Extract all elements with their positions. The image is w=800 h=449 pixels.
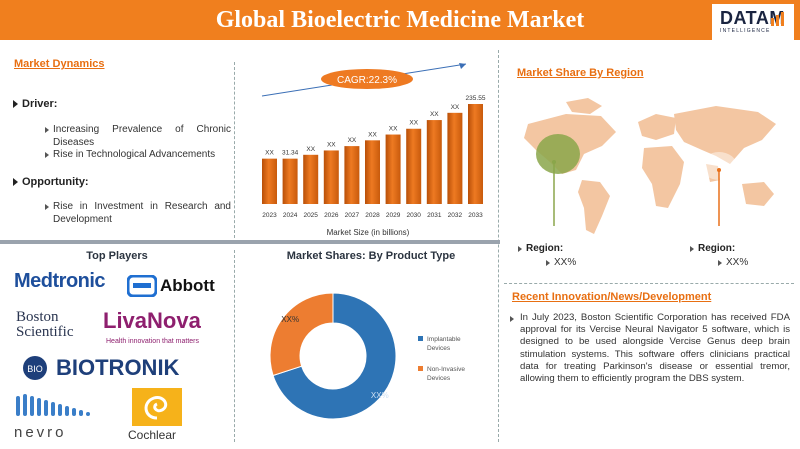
bar [262, 158, 277, 204]
divider [234, 62, 235, 238]
bar-data-label: XX [451, 104, 460, 111]
players-title: Top Players [86, 250, 148, 262]
nevro-logo: nevro [14, 424, 67, 441]
biotronik-logo: BIOTRONIK [56, 355, 180, 380]
driver-item: Rise in Technological Advancements [53, 149, 216, 160]
world-map [524, 98, 776, 234]
bar [323, 150, 339, 204]
legend-label: Implantable [427, 336, 461, 343]
medtronic-logo: Medtronic [14, 270, 106, 292]
bar-data-label: 235.55 [466, 95, 486, 102]
logo-bars-icon [771, 12, 784, 26]
cochlear-logo: Cochlear [128, 428, 177, 442]
driver-item: Increasing Prevalence of Chronic Disease… [53, 124, 231, 148]
x-axis-label: Market Size (in billions) [327, 228, 410, 237]
legend-label: Devices [427, 345, 451, 352]
bullet-icon [13, 178, 18, 186]
x-tick-label: 2023 [262, 212, 277, 219]
dynamics-title: Market Dynamics [14, 58, 105, 70]
divider [504, 283, 794, 284]
x-tick-label: 2026 [324, 212, 339, 219]
x-tick-label: 2027 [345, 212, 360, 219]
bullet-icon [690, 246, 694, 252]
bar-data-label: XX [368, 131, 377, 138]
x-tick-label: 2030 [406, 212, 421, 219]
x-tick-label: 2025 [303, 212, 318, 219]
region-left-label: Region: [526, 243, 564, 254]
svg-text:BIO: BIO [27, 364, 43, 374]
bullet-icon [45, 127, 49, 133]
legend-swatch [418, 366, 423, 371]
bullet-icon [510, 316, 514, 322]
donut-title: Market Shares: By Product Type [286, 250, 456, 262]
abbott-icon [127, 275, 157, 297]
region-right-value: XX% [726, 257, 749, 268]
opportunity-item: Rise in Investment in Research and Devel… [53, 201, 231, 225]
bar [385, 134, 401, 204]
logo-subtext: INTELLIGENCE [720, 28, 771, 34]
x-tick-label: 2029 [386, 212, 401, 219]
livanova-logo: LivaNova [103, 308, 201, 333]
market-size-bar-chart: CAGR:22.3% XX 2023 31.34 2024 XX 2025 XX 2026 XX… [261, 63, 486, 237]
driver-label: Driver: [22, 98, 58, 110]
bullet-icon [546, 260, 550, 266]
bar-data-label: XX [389, 126, 398, 133]
bar-data-label: XX [306, 146, 315, 153]
logo: DATAM INTELLIGENCE [712, 4, 794, 40]
section-band [0, 240, 500, 244]
x-tick-label: 2031 [427, 212, 442, 219]
bullet-icon [45, 204, 49, 210]
bar [447, 112, 463, 204]
bar [344, 146, 360, 204]
divider [234, 250, 235, 442]
bar-data-label: XX [265, 150, 274, 157]
news-title: Recent Innovation/News/Development [512, 291, 712, 303]
bar [406, 128, 422, 204]
news-text: In July 2023, Boston Scientific Corporat… [520, 312, 790, 385]
bar-data-label: XX [409, 120, 418, 127]
x-tick-label: 2024 [283, 212, 298, 219]
nevro-icon [16, 394, 90, 416]
donut-slice [269, 292, 334, 377]
bullet-icon [13, 100, 18, 108]
slice-data-label: XX% [371, 391, 389, 400]
product-type-donut-chart: XX% XX% Implantable Devices Non-Invasive Dev… [269, 292, 465, 420]
donut-slice [272, 292, 397, 420]
bar [468, 104, 483, 204]
page-title: Global Bioelectric Medicine Market [215, 7, 585, 33]
bullet-icon [45, 152, 49, 158]
header-bar [0, 0, 800, 40]
livanova-tagline: Health innovation that matters [106, 338, 199, 345]
region-left-value: XX% [554, 257, 577, 268]
legend-label: Non-Invasive [427, 366, 465, 373]
abbott-logo: Abbott [160, 276, 215, 295]
bar-data-label: XX [348, 137, 357, 144]
bar-data-label: XX [327, 141, 336, 148]
x-tick-label: 2028 [365, 212, 380, 219]
divider [498, 50, 499, 442]
legend-label: Devices [427, 375, 451, 382]
bar [303, 154, 319, 204]
boston-scientific-logo: Boston Scientific [16, 309, 74, 340]
bar [282, 158, 298, 204]
bullet-icon [518, 246, 522, 252]
opportunity-label: Opportunity: [22, 176, 89, 188]
bar-data-label: XX [430, 111, 439, 118]
slice-data-label: XX% [281, 315, 299, 324]
bar-data-label: 31.34 [282, 150, 299, 157]
cochlear-icon [132, 388, 182, 426]
logo-text: DATAM [720, 8, 785, 28]
legend-swatch [418, 336, 423, 341]
region-title: Market Share By Region [517, 67, 644, 79]
bullet-icon [718, 260, 722, 266]
biotronik-icon: BIO [23, 356, 47, 380]
region-right-label: Region: [698, 243, 736, 254]
x-tick-label: 2032 [448, 212, 463, 219]
bar [365, 140, 380, 204]
cagr-label: CAGR:22.3% [337, 75, 397, 86]
x-tick-label: 2033 [468, 212, 483, 219]
bar [426, 120, 442, 204]
